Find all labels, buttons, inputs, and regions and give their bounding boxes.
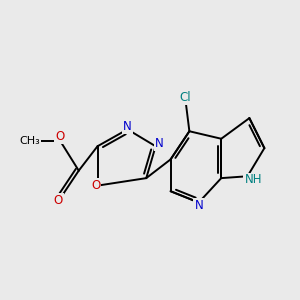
Text: O: O <box>91 179 100 192</box>
Text: N: N <box>194 199 203 212</box>
Text: O: O <box>53 194 63 207</box>
Text: N: N <box>123 120 132 133</box>
Text: Cl: Cl <box>180 91 191 104</box>
Text: O: O <box>56 130 64 142</box>
Text: CH₃: CH₃ <box>20 136 40 146</box>
Text: NH: NH <box>244 173 262 187</box>
Text: N: N <box>155 137 164 150</box>
